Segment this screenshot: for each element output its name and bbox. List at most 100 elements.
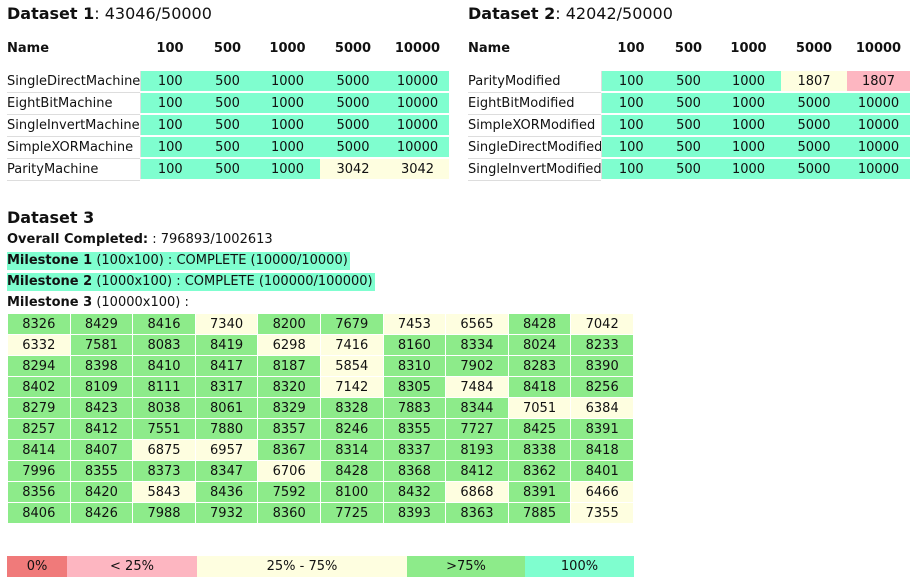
result-cell: 100 bbox=[140, 114, 200, 137]
legend-item: 25% - 75% bbox=[197, 556, 407, 577]
grid-cell: 7885 bbox=[507, 502, 572, 524]
grid-cell: 7340 bbox=[194, 313, 259, 335]
grid-cell: 5854 bbox=[319, 355, 384, 377]
grid-cell: 6868 bbox=[445, 481, 509, 503]
grid-cell: 8279 bbox=[7, 397, 71, 419]
machine-name: ParityMachine bbox=[7, 158, 141, 181]
grid-cell: 6332 bbox=[7, 334, 71, 356]
result-cell: 500 bbox=[661, 158, 716, 181]
spacer-row bbox=[7, 63, 449, 71]
column-header-5000: 5000 bbox=[795, 40, 833, 56]
dataset2-score: : 42042/50000 bbox=[555, 4, 673, 23]
legend-item: >75% bbox=[407, 556, 525, 577]
result-cell: 500 bbox=[200, 158, 255, 181]
result-cell: 1807 bbox=[847, 71, 910, 93]
grid-cell: 6957 bbox=[194, 439, 259, 461]
table-row: EightBitModified 100 500 1000 5000 10000 bbox=[468, 92, 910, 115]
grid-cell: 8406 bbox=[7, 502, 71, 524]
grid-cell: 8418 bbox=[570, 439, 634, 461]
grid-row: 8356 8420 5843 8436 7592 8100 8432 6868 8391 6466 bbox=[7, 481, 634, 503]
grid-cell: 8368 bbox=[382, 460, 447, 482]
result-cell: 10000 bbox=[847, 92, 910, 115]
column-header-500: 500 bbox=[674, 40, 703, 56]
grid-cell: 7581 bbox=[69, 334, 134, 356]
grid-cell: 8038 bbox=[132, 397, 196, 419]
grid-cell: 8283 bbox=[507, 355, 572, 377]
grid-cell: 8193 bbox=[445, 439, 509, 461]
grid-cell: 7042 bbox=[570, 313, 634, 335]
grid-cell: 7592 bbox=[257, 481, 321, 503]
dataset2-header-row: Name 100 500 1000 5000 10000 bbox=[468, 33, 910, 63]
grid-cell: 8429 bbox=[69, 313, 134, 335]
machine-name: SingleDirectModified bbox=[468, 136, 602, 159]
grid-cell: 8420 bbox=[69, 481, 134, 503]
grid-cell: 7679 bbox=[319, 313, 384, 335]
grid-cell: 8160 bbox=[382, 334, 447, 356]
result-cell: 100 bbox=[601, 114, 661, 137]
grid-cell: 7453 bbox=[382, 313, 447, 335]
machine-name: SingleInvertModified bbox=[468, 158, 602, 181]
spacer-cell bbox=[468, 63, 910, 71]
dataset2-title-label: Dataset 2 bbox=[468, 4, 556, 23]
grid-cell: 8329 bbox=[257, 397, 321, 419]
grid-cell: 8416 bbox=[132, 313, 196, 335]
milestone-2-label: Milestone 2 bbox=[7, 274, 93, 289]
result-cell: 500 bbox=[200, 136, 255, 159]
dataset3-title: Dataset 3 bbox=[7, 208, 95, 227]
result-cell: 5000 bbox=[781, 158, 847, 181]
grid-cell: 8355 bbox=[382, 418, 447, 440]
grid-row: 8402 8109 8111 8317 8320 7142 8305 7484 8418 8256 bbox=[7, 376, 634, 398]
result-cell: 500 bbox=[661, 92, 716, 115]
legend-row: 0% < 25% 25% - 75% >75% 100% bbox=[7, 556, 634, 577]
legend-item: 100% bbox=[525, 556, 634, 577]
result-cell: 500 bbox=[661, 71, 716, 93]
grid-cell: 8347 bbox=[194, 460, 259, 482]
grid-cell: 7725 bbox=[319, 502, 384, 524]
table-row: SingleInvertModified 100 500 1000 5000 10000 bbox=[468, 158, 910, 181]
result-cell: 10000 bbox=[847, 136, 910, 159]
milestone-1-label: Milestone 1 bbox=[7, 253, 93, 268]
grid-cell: 8337 bbox=[382, 439, 447, 461]
table-row: SingleDirectMachine 100 500 1000 5000 10000 bbox=[7, 71, 449, 93]
column-header-5000: 5000 bbox=[334, 40, 372, 56]
grid-cell: 8426 bbox=[69, 502, 134, 524]
machine-name: ParityModified bbox=[468, 71, 602, 93]
grid-cell: 8412 bbox=[69, 418, 134, 440]
result-cell: 5000 bbox=[781, 136, 847, 159]
result-cell: 500 bbox=[200, 114, 255, 137]
result-cell: 500 bbox=[200, 92, 255, 115]
result-cell: 1000 bbox=[716, 136, 781, 159]
grid-cell: 6384 bbox=[570, 397, 634, 419]
table-row: ParityModified 100 500 1000 1807 1807 bbox=[468, 71, 910, 93]
grid-cell: 8100 bbox=[319, 481, 384, 503]
grid-cell: 8344 bbox=[445, 397, 509, 419]
column-header-1000: 1000 bbox=[730, 40, 767, 56]
table-row: SimpleXORMachine 100 500 1000 5000 10000 bbox=[7, 136, 449, 159]
grid-cell: 8367 bbox=[257, 439, 321, 461]
grid-cell: 7484 bbox=[445, 376, 509, 398]
milestone-3-status: (10000x100) : bbox=[92, 295, 189, 310]
grid-cell: 7355 bbox=[570, 502, 634, 524]
result-cell: 5000 bbox=[320, 136, 386, 159]
dataset2-table: Name 100 500 1000 5000 10000 ParityModified 10… bbox=[468, 33, 910, 181]
result-cell: 500 bbox=[661, 114, 716, 137]
grid-cell: 6875 bbox=[132, 439, 196, 461]
column-header-name: Name bbox=[468, 40, 511, 56]
machine-name: SimpleXORMachine bbox=[7, 136, 141, 159]
dataset1-title: Dataset 1: 43046/50000 bbox=[7, 4, 212, 24]
result-cell: 5000 bbox=[320, 71, 386, 93]
grid-row: 8414 8407 6875 6957 8367 8314 8337 8193 8338 8418 bbox=[7, 439, 634, 461]
grid-cell: 8432 bbox=[382, 481, 447, 503]
grid-cell: 8418 bbox=[507, 376, 572, 398]
grid-row: 8406 8426 7988 7932 8360 7725 8393 8363 7885 7355 bbox=[7, 502, 634, 524]
milestone-3: Milestone 3 (10000x100) : bbox=[7, 294, 189, 312]
result-cell: 500 bbox=[661, 136, 716, 159]
grid-row: 8257 8412 7551 7880 8357 8246 8355 7727 8425 8391 bbox=[7, 418, 634, 440]
grid-cell: 8390 bbox=[570, 355, 634, 377]
grid-cell: 5843 bbox=[132, 481, 196, 503]
grid-cell: 8393 bbox=[382, 502, 447, 524]
dataset1-score: : 43046/50000 bbox=[94, 4, 212, 23]
grid-cell: 8328 bbox=[319, 397, 384, 419]
grid-cell: 7051 bbox=[507, 397, 572, 419]
grid-cell: 8362 bbox=[507, 460, 572, 482]
